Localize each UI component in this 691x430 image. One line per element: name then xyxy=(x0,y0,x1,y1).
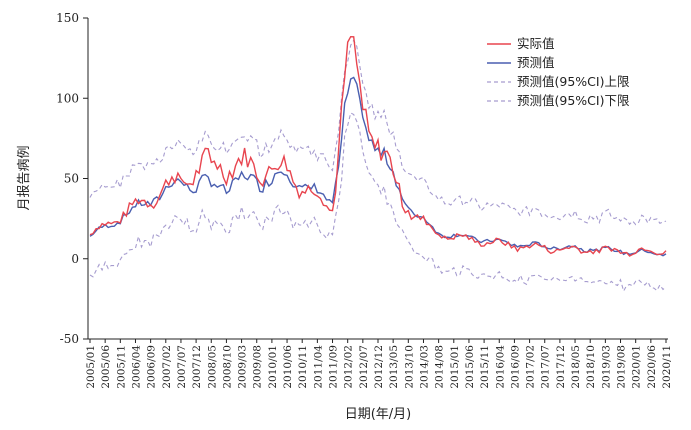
x-tick-label: 2007/12 xyxy=(191,345,203,389)
legend-label: 实际值 xyxy=(517,36,555,51)
x-tick-label: 2014/03 xyxy=(418,345,430,389)
x-tick-label: 2019/03 xyxy=(600,345,612,389)
x-tick-label: 2005/11 xyxy=(115,345,127,389)
x-tick-label: 2015/11 xyxy=(479,345,491,389)
x-tick-label: 2012/07 xyxy=(358,345,370,389)
x-tick-label: 2020/01 xyxy=(631,345,643,389)
x-tick-label: 2006/04 xyxy=(130,345,142,389)
series-line-actual xyxy=(89,35,667,257)
x-tick-label: 2020/11 xyxy=(661,345,673,389)
x-tick-label: 2009/08 xyxy=(252,345,264,389)
legend-label: 预测值(95%CI)上限 xyxy=(517,74,630,89)
x-tick-label: 2019/08 xyxy=(616,345,628,389)
x-tick-label: 2017/02 xyxy=(525,345,537,389)
x-tick-label: 2011/04 xyxy=(312,345,324,389)
series-line-predicted xyxy=(89,76,667,257)
x-tick-label: 2014/08 xyxy=(434,345,446,389)
x-tick-label: 2016/04 xyxy=(494,345,506,389)
x-tick-label: 2009/03 xyxy=(237,345,249,389)
x-tick-label: 2018/10 xyxy=(585,345,597,389)
axes xyxy=(87,18,668,340)
x-tick-label: 2013/05 xyxy=(388,345,400,389)
x-tick-label: 2012/02 xyxy=(343,345,355,389)
x-tick-label: 2018/05 xyxy=(570,345,582,389)
x-tick-label: 2012/12 xyxy=(373,345,385,389)
x-tick-label: 2010/06 xyxy=(282,345,294,389)
x-tick-label: 2008/10 xyxy=(221,345,233,389)
legend-label: 预测值(95%CI)下限 xyxy=(517,93,630,108)
x-tick-label: 2017/12 xyxy=(555,345,567,389)
y-axis-ticks: -50 0 50 100 150 xyxy=(56,11,88,346)
x-tick-label: 2008/05 xyxy=(206,345,218,389)
series-line-ci-lower xyxy=(89,112,667,293)
series-line-ci-upper xyxy=(89,39,667,226)
x-tick-label: 2005/01 xyxy=(85,345,97,389)
y-tick-label: 0 xyxy=(71,252,79,266)
plot-lines xyxy=(89,35,667,293)
legend-label: 预测值 xyxy=(517,55,555,70)
x-tick-label: 2007/07 xyxy=(176,345,188,389)
x-tick-label: 2011/09 xyxy=(328,345,340,389)
x-tick-label: 2005/06 xyxy=(100,345,112,389)
y-axis-label: 月报告病例 xyxy=(17,145,32,210)
y-tick-label: 50 xyxy=(64,172,79,186)
y-tick-label: -50 xyxy=(60,332,79,346)
x-axis-ticks: 2005/01 2005/06 2005/11 2006/04 2006/09 2007/… xyxy=(85,339,673,389)
x-tick-label: 2015/01 xyxy=(449,345,461,389)
x-tick-label: 2017/07 xyxy=(540,345,552,389)
x-tick-label: 2010/01 xyxy=(267,345,279,389)
x-tick-label: 2007/02 xyxy=(161,345,173,389)
y-tick-label: 150 xyxy=(56,11,79,25)
x-tick-label: 2006/09 xyxy=(146,345,158,389)
x-tick-label: 2015/06 xyxy=(464,345,476,389)
x-axis-label: 日期(年/月) xyxy=(345,407,412,422)
x-tick-label: 2010/11 xyxy=(297,345,309,389)
x-tick-label: 2016/09 xyxy=(509,345,521,389)
x-tick-label: 2013/10 xyxy=(403,345,415,389)
x-tick-label: 2020/06 xyxy=(646,345,658,389)
y-tick-label: 100 xyxy=(56,91,79,105)
